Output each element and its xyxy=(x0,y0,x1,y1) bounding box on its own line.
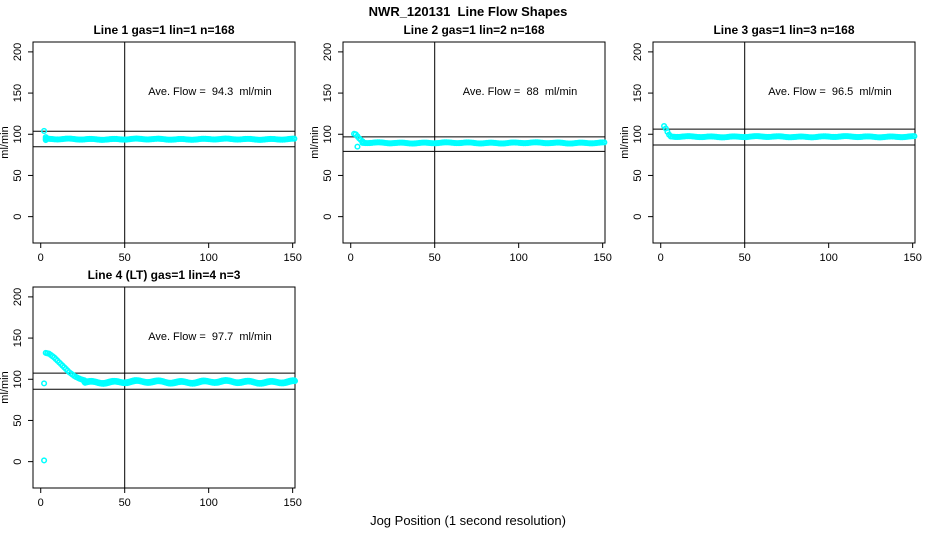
x-tick-label: 0 xyxy=(348,252,354,264)
points-layer xyxy=(661,122,918,141)
y-tick-label: 100 xyxy=(632,125,644,143)
x-tick-label: 150 xyxy=(283,252,301,264)
y-tick-label: 0 xyxy=(12,459,24,465)
axis-box xyxy=(32,286,296,489)
x-tick-label: 100 xyxy=(819,252,837,264)
panel-title-line1: Line 1 gas=1 lin=1 n=168 xyxy=(93,23,235,37)
y-tick-label: 50 xyxy=(12,414,24,426)
panel-title-line2: Line 2 gas=1 lin=2 n=168 xyxy=(403,23,545,37)
data-point xyxy=(911,133,918,140)
x-tick-label: 150 xyxy=(593,252,611,264)
ave-flow-annotation-line1: Ave. Flow = 94.3 ml/min xyxy=(148,86,272,98)
y-tick-label: 200 xyxy=(12,43,24,61)
data-point xyxy=(41,380,48,387)
y-tick-label: 100 xyxy=(322,125,334,143)
data-point xyxy=(41,127,48,135)
x-tick-label: 50 xyxy=(429,252,441,264)
data-point xyxy=(291,377,299,385)
data-point xyxy=(354,143,361,150)
plot-area-line3: 0 50 100 150 0 50 100 150 200 ml/min xyxy=(619,41,922,264)
x-tick-label: 0 xyxy=(38,252,44,264)
y-tick-label: 200 xyxy=(322,43,334,61)
y-tick-label: 150 xyxy=(12,84,24,102)
panel-title-line4: Line 4 (LT) gas=1 lin=4 n=3 xyxy=(87,268,241,282)
data-point xyxy=(291,135,298,142)
y-axis-label: ml/min xyxy=(619,126,631,158)
x-tick-label: 0 xyxy=(658,252,664,264)
ave-flow-annotation-line3: Ave. Flow = 96.5 ml/min xyxy=(768,86,892,98)
axis-box xyxy=(652,41,916,244)
x-tick-label: 100 xyxy=(199,252,217,264)
y-tick-label: 50 xyxy=(632,169,644,181)
y-tick-label: 0 xyxy=(632,214,644,220)
x-tick-label: 100 xyxy=(509,252,527,264)
x-tick-label: 50 xyxy=(739,252,751,264)
points-layer xyxy=(351,130,608,150)
y-tick-label: 50 xyxy=(322,169,334,181)
ave-flow-annotation-line4: Ave. Flow = 97.7 ml/min xyxy=(148,331,272,343)
y-tick-label: 0 xyxy=(12,214,24,220)
y-tick-label: 0 xyxy=(322,214,334,220)
figure-x-axis-label: Jog Position (1 second resolution) xyxy=(370,513,566,528)
y-tick-label: 200 xyxy=(632,43,644,61)
panel-title-line3: Line 3 gas=1 lin=3 n=168 xyxy=(713,23,855,37)
y-axis-label: ml/min xyxy=(309,126,321,158)
x-tick-label: 0 xyxy=(38,497,44,509)
figure-title: NWR_120131 Line Flow Shapes xyxy=(368,4,568,19)
axis-box xyxy=(32,41,296,244)
ave-flow-annotation-line2: Ave. Flow = 88 ml/min xyxy=(462,86,578,98)
x-tick-label: 50 xyxy=(119,497,131,509)
plot-area-line1: 0 50 100 150 0 50 100 150 200 ml/min xyxy=(0,41,302,264)
x-tick-label: 50 xyxy=(119,252,131,264)
points-layer xyxy=(41,127,298,144)
y-tick-label: 200 xyxy=(12,288,24,306)
y-tick-label: 150 xyxy=(322,84,334,102)
data-point xyxy=(601,139,608,146)
y-tick-label: 50 xyxy=(12,169,24,181)
y-axis-label: ml/min xyxy=(0,126,11,158)
y-tick-label: 150 xyxy=(12,329,24,347)
plot-area-line2: 0 50 100 150 0 50 100 150 200 ml/min xyxy=(309,41,612,264)
y-axis-label: ml/min xyxy=(0,371,11,403)
x-tick-label: 150 xyxy=(283,497,301,509)
plot-area-line4: 0 50 100 150 0 50 100 150 200 ml/min xyxy=(0,286,302,509)
x-tick-label: 100 xyxy=(199,497,217,509)
y-tick-label: 150 xyxy=(632,84,644,102)
x-tick-label: 150 xyxy=(903,252,921,264)
data-point xyxy=(41,457,48,464)
points-layer xyxy=(41,349,299,464)
y-tick-label: 100 xyxy=(12,370,24,388)
y-tick-label: 100 xyxy=(12,125,24,143)
